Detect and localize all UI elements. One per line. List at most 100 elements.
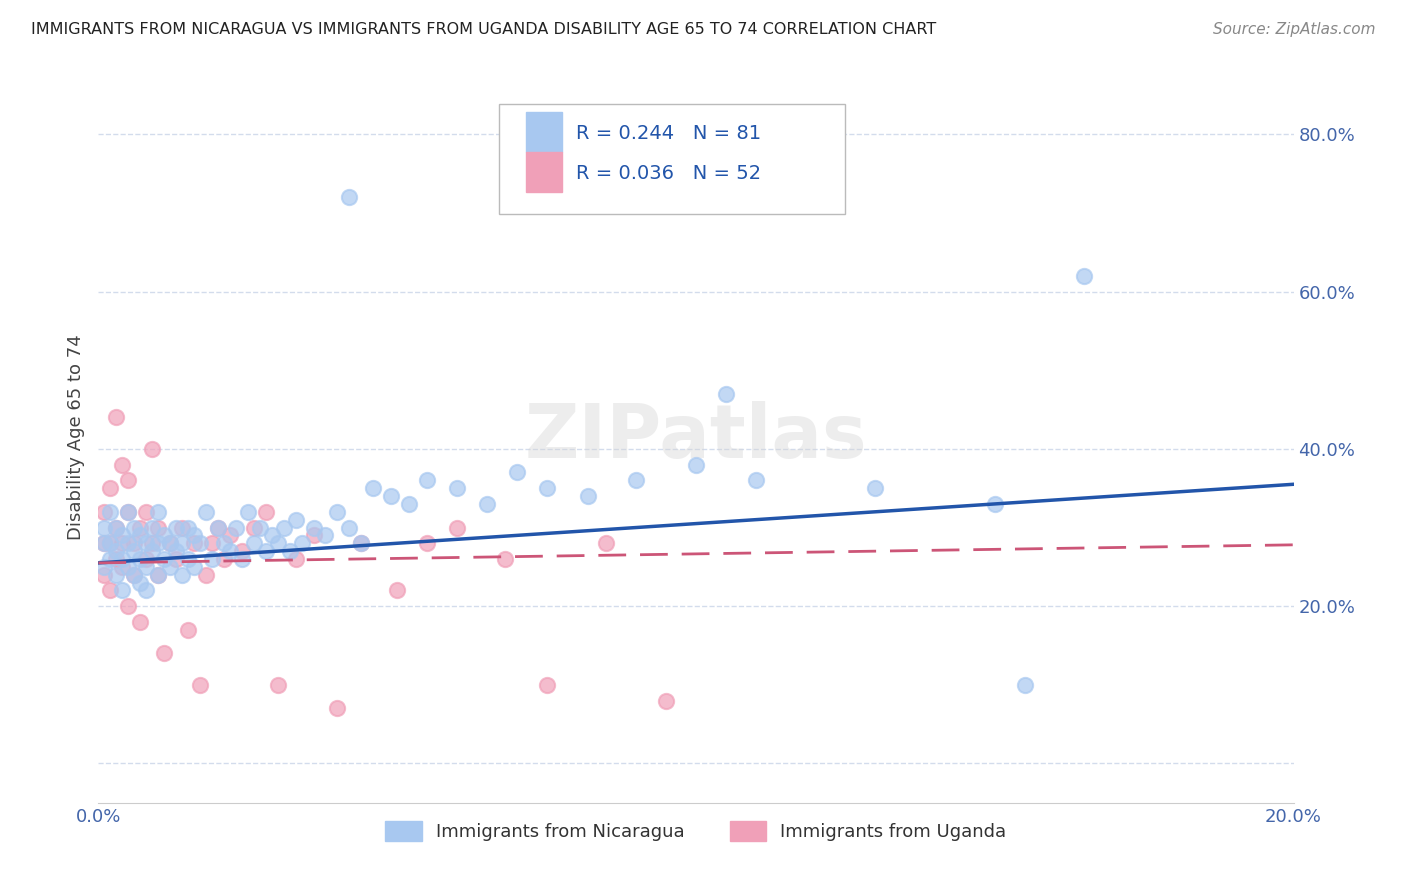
Point [315,528,337,542]
Point [148,520,170,534]
Point [159,536,181,550]
Point [984,497,1007,511]
Point [745,473,768,487]
Point [148,536,170,550]
Point [129,615,152,629]
Point [284,513,307,527]
Point [236,505,259,519]
Point [249,520,271,534]
Point [1073,268,1095,283]
Point [201,536,224,550]
Point [172,536,194,550]
Point [363,481,385,495]
Point [141,520,163,534]
Point [177,520,200,534]
FancyBboxPatch shape [499,104,845,214]
Point [267,678,290,692]
Point [165,552,187,566]
Point [183,559,205,574]
Point [105,410,128,425]
Point [148,567,170,582]
Point [135,505,157,519]
Point [117,559,139,574]
Point [339,190,361,204]
Point [135,536,157,550]
Point [98,583,122,598]
Point [124,536,146,550]
Point [124,520,146,534]
Bar [526,152,562,192]
Bar [526,112,562,152]
Point [219,528,242,542]
Point [105,544,128,558]
Point [380,489,402,503]
Point [148,567,170,582]
Point [195,567,218,582]
Point [267,536,290,550]
Point [117,505,139,519]
Text: R = 0.244   N = 81: R = 0.244 N = 81 [576,124,762,143]
Point [254,544,277,558]
Point [129,520,152,534]
Point [183,528,205,542]
Point [172,567,194,582]
Point [278,544,301,558]
Point [326,505,349,519]
Point [111,458,134,472]
Point [219,544,242,558]
Point [93,567,115,582]
Point [183,536,205,550]
Point [124,567,146,582]
Point [93,505,115,519]
Point [207,520,229,534]
Point [225,520,247,534]
Point [159,536,181,550]
Point [536,678,558,692]
Point [243,536,266,550]
Point [148,505,170,519]
Point [865,481,887,495]
Point [385,583,409,598]
Text: ZIPatlas: ZIPatlas [524,401,868,474]
Point [135,583,157,598]
Point [446,520,468,534]
Point [172,520,194,534]
Point [302,528,325,542]
Point [177,552,200,566]
Point [254,505,277,519]
Point [129,552,152,566]
Point [124,567,146,582]
Text: R = 0.036   N = 52: R = 0.036 N = 52 [576,164,762,183]
Point [105,567,128,582]
Point [494,552,516,566]
Point [350,536,373,550]
Point [578,489,600,503]
Point [111,559,134,574]
Point [201,552,224,566]
Point [129,575,152,590]
Point [111,583,134,598]
Point [626,473,648,487]
Point [153,528,176,542]
Point [165,544,187,558]
Point [177,623,200,637]
Point [98,481,122,495]
Point [124,544,146,558]
Point [141,544,163,558]
Point [475,497,498,511]
Point [685,458,707,472]
Point [98,536,122,550]
Point [243,520,266,534]
Point [111,528,134,542]
Point [159,559,181,574]
Point [98,505,122,519]
Point [141,536,163,550]
Point [398,497,420,511]
Point [291,536,314,550]
Point [111,552,134,566]
Point [105,520,128,534]
Point [188,678,211,692]
Point [165,520,187,534]
Point [212,536,235,550]
Point [117,473,139,487]
